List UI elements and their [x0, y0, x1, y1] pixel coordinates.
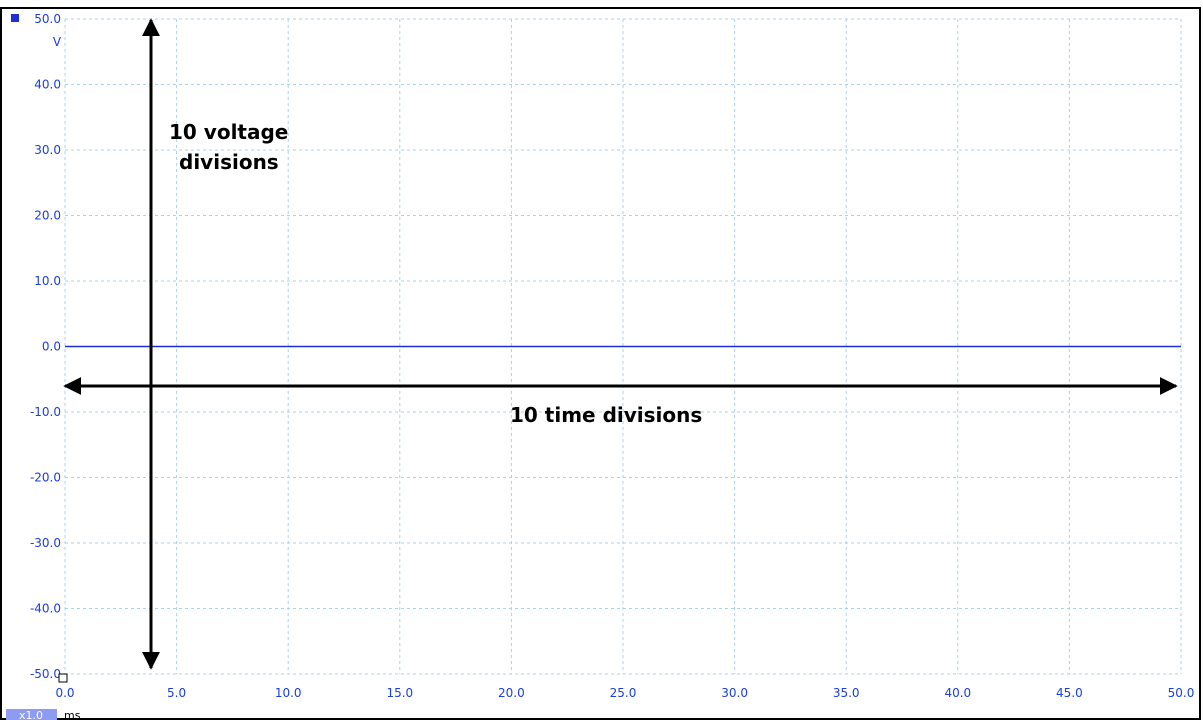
origin-handle-icon[interactable]: [58, 673, 68, 683]
x-tick-label: 25.0: [610, 686, 637, 700]
x-tick-label: 50.0: [1168, 686, 1195, 700]
x-tick-label: 35.0: [833, 686, 860, 700]
zoom-badge[interactable]: [6, 709, 57, 720]
y-tick-label: 0.0: [42, 340, 61, 354]
time-divisions-label: 10 time divisions: [510, 403, 702, 427]
voltage-divisions-label-line2: divisions: [179, 150, 279, 174]
y-tick-label: 50.0: [34, 12, 61, 26]
y-unit-label: V: [53, 35, 62, 49]
y-tick-label: 10.0: [34, 274, 61, 288]
x-tick-label: 0.0: [55, 686, 74, 700]
x-tick-label: 20.0: [498, 686, 525, 700]
zoom-badge-label: x1.0: [19, 709, 43, 720]
x-tick-labels: 0.0 5.0 10.0 15.0 20.0 25.0 30.0 35.0 40.0 45.0 50…: [55, 686, 1194, 700]
y-tick-label: -40.0: [30, 602, 61, 616]
y-tick-label: -10.0: [30, 405, 61, 419]
grid: [64, 18, 1182, 675]
x-tick-label: 15.0: [386, 686, 413, 700]
y-tick-label: 40.0: [34, 78, 61, 92]
x-tick-label: 10.0: [275, 686, 302, 700]
voltage-divisions-label-line1: 10 voltage: [169, 120, 288, 144]
x-tick-label: 30.0: [721, 686, 748, 700]
x-tick-label: 40.0: [944, 686, 971, 700]
y-tick-label: 20.0: [34, 209, 61, 223]
y-tick-labels: 50.0 40.0 30.0 20.0 10.0 0.0 -10.0 -20.0 -30.0 -4…: [30, 12, 61, 681]
y-tick-label: -20.0: [30, 471, 61, 485]
x-unit-label: ms: [64, 709, 81, 720]
y-tick-label: -50.0: [30, 667, 61, 681]
y-tick-label: -30.0: [30, 536, 61, 550]
y-tick-label: 30.0: [34, 143, 61, 157]
x-tick-label: 45.0: [1056, 686, 1083, 700]
channel-marker-icon[interactable]: [11, 14, 19, 22]
frame-border: [0, 7, 1201, 720]
x-tick-label: 5.0: [167, 686, 186, 700]
